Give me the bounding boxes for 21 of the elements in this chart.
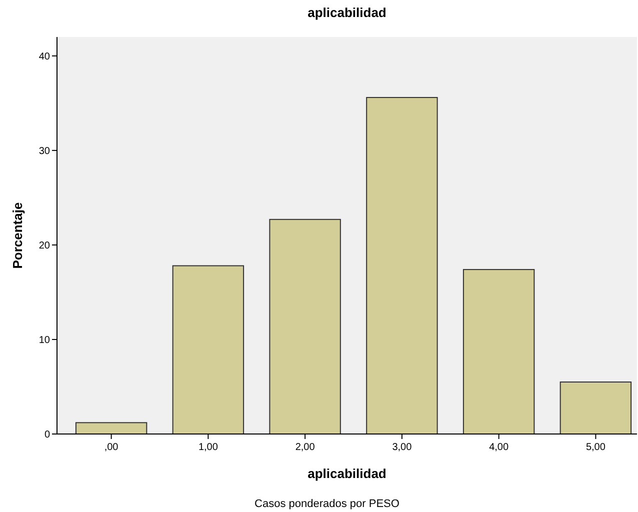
text: Casos ponderados por PESO bbox=[254, 498, 400, 510]
x-tick-label: 5,00 bbox=[586, 442, 606, 453]
y-tick-label: 30 bbox=[38, 146, 50, 157]
bar bbox=[462, 269, 535, 434]
y-tick-label: 0 bbox=[44, 430, 50, 440]
y-tick-label: 10 bbox=[38, 334, 50, 346]
y-tick-label: 40 bbox=[38, 51, 50, 62]
y-axis-title: Porcentaje bbox=[10, 202, 25, 269]
x-tick-label: 1,00 bbox=[198, 442, 218, 453]
bar bbox=[269, 218, 341, 434]
x-tick-label: 2,00 bbox=[295, 442, 316, 453]
bar bbox=[560, 382, 632, 434]
x-tick-label: ,00 bbox=[104, 442, 119, 453]
bar bbox=[172, 265, 244, 434]
x-tick-label: 3,00 bbox=[392, 442, 412, 453]
x-axis-title: aplicabilidad bbox=[308, 466, 386, 481]
y-tick-label: 20 bbox=[38, 240, 50, 252]
chart-title: aplicabilidad bbox=[308, 5, 386, 20]
x-tick-label: 4,00 bbox=[489, 442, 509, 453]
bar bbox=[75, 422, 148, 434]
bar bbox=[366, 96, 438, 434]
